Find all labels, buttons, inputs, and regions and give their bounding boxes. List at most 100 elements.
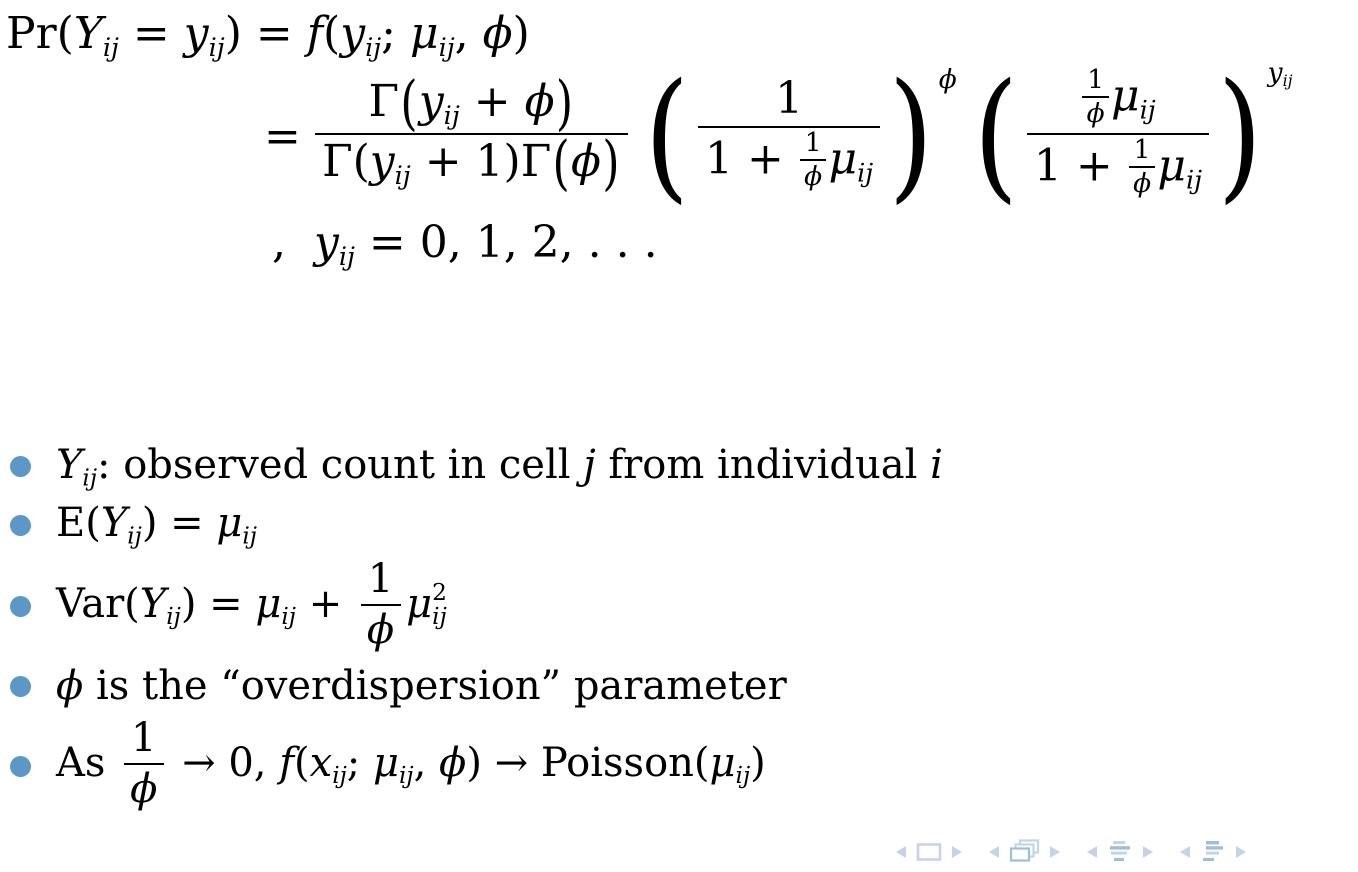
- prev-subsection-arrow-icon[interactable]: [1180, 845, 1190, 858]
- math-rm: ) → Poisson(: [466, 740, 710, 787]
- math-rm: Pr(: [6, 8, 74, 59]
- equation-line-3: , yij = 0, 1, 2, . . .: [272, 217, 1301, 272]
- list-item: ϕ is the “overdispersion” parameter: [10, 663, 943, 709]
- math-sub: ij: [443, 101, 460, 132]
- math-it: y: [313, 217, 339, 269]
- math-ss-sub: ij: [432, 603, 447, 631]
- math-sub: ij: [438, 33, 455, 64]
- math-it: μ: [709, 740, 736, 787]
- math-it: f: [306, 8, 324, 59]
- math-rm: E(: [56, 500, 101, 547]
- math-rm: ,: [272, 217, 314, 269]
- next-slide-arrow-icon[interactable]: [952, 845, 962, 858]
- nav-group-section: [1087, 840, 1153, 863]
- prev-section-arrow-icon[interactable]: [1087, 845, 1097, 858]
- math-sub: ij: [102, 33, 119, 64]
- math-den: 1 + 1 ϕ μij: [1026, 132, 1210, 201]
- math-rm: ): [512, 8, 530, 59]
- math-it: μ: [255, 580, 282, 627]
- math-bigp: (: [644, 54, 690, 218]
- slide-icon[interactable]: [916, 842, 942, 862]
- section-list-icon[interactable]: [1107, 840, 1133, 863]
- list-item: Yij: observed count in cell j from indiv…: [10, 442, 943, 491]
- math-rm: 1: [367, 555, 394, 602]
- math-bigp: ): [1217, 54, 1263, 218]
- math-frac: Γ(yij + ϕ) Γ(yij + 1)Γ(ϕ): [315, 70, 628, 197]
- math-it: μ: [373, 740, 399, 787]
- math-rm: ;: [381, 8, 410, 59]
- prev-frame-arrow-icon[interactable]: [989, 845, 999, 858]
- prev-slide-arrow-icon[interactable]: [896, 845, 906, 858]
- math-rm: (: [323, 8, 341, 59]
- math-it: Y: [100, 500, 128, 547]
- nav-group-frame: [989, 839, 1060, 864]
- next-subsection-arrow-icon[interactable]: [1236, 845, 1246, 858]
- math-it: j: [583, 442, 596, 488]
- bullet-text: E(Yij) = μij: [56, 500, 257, 549]
- math-bigp: ): [888, 54, 934, 218]
- math-den: ϕ: [123, 763, 164, 812]
- math-rm: : observed count in cell: [97, 442, 584, 488]
- math-sub: ij: [127, 522, 142, 550]
- math-psup: ϕ: [939, 65, 957, 96]
- math-rm: (: [294, 740, 310, 787]
- math-frac: 1 ϕ μij 1 + 1 ϕ μij: [1026, 65, 1210, 201]
- math-rm: =: [264, 110, 301, 162]
- bullet-text: Var(Yij) = μij + 1 ϕ μ 2 ij: [56, 555, 447, 655]
- bullet-icon: [10, 456, 31, 478]
- next-section-arrow-icon[interactable]: [1143, 845, 1153, 858]
- math-supsub: 2 ij: [432, 580, 447, 631]
- math-num: 1: [768, 74, 810, 125]
- math-bp: (: [400, 69, 418, 139]
- math-den: ϕ: [360, 603, 401, 653]
- math-it: ϕ: [1133, 168, 1152, 200]
- math-num: Γ(yij + ϕ): [361, 70, 581, 137]
- math-rm: ,: [454, 8, 483, 59]
- math-rm: Var(: [56, 580, 140, 627]
- math-bigp: (: [973, 54, 1019, 218]
- math-it: Y: [73, 8, 103, 59]
- math-rm: +: [459, 76, 525, 127]
- math-it: Y: [56, 442, 83, 488]
- frame-stack-icon[interactable]: [1009, 839, 1040, 864]
- math-it: μ: [1110, 70, 1140, 122]
- bullet-text: ϕ is the “overdispersion” parameter: [56, 663, 787, 709]
- beamer-navigation-bar: [896, 839, 1246, 864]
- math-it: y: [183, 8, 209, 59]
- nav-group-subsection: [1180, 840, 1246, 863]
- math-sub: ij: [82, 464, 98, 492]
- math-sub: ij: [365, 33, 382, 64]
- list-item: Var(Yij) = μij + 1 ϕ μ 2 ij: [10, 555, 943, 655]
- equation-line-1: Pr(Yij = yij) = f(yij; μij, ϕ): [6, 8, 1301, 63]
- math-it: x: [309, 740, 333, 787]
- equation-block: Pr(Yij = yij) = f(yij; μij, ϕ) = Γ(yij + …: [6, 8, 1301, 272]
- math-den: ϕ: [1128, 165, 1156, 200]
- math-rm: 1: [1133, 133, 1151, 165]
- math-rm: 1: [775, 73, 804, 125]
- nav-group-slide: [896, 842, 962, 862]
- bullet-text: Yij: observed count in cell j from indiv…: [56, 442, 943, 491]
- math-it: ϕ: [366, 606, 395, 653]
- math-rm: → 0,: [169, 740, 280, 787]
- math-it: ϕ: [482, 8, 513, 59]
- math-rm: Γ: [368, 76, 400, 127]
- subsection-list-icon[interactable]: [1200, 840, 1226, 863]
- math-it: ϕ: [56, 663, 84, 710]
- math-it: ϕ: [439, 740, 467, 787]
- math-it: y: [1267, 57, 1283, 89]
- next-frame-arrow-icon[interactable]: [1050, 845, 1060, 858]
- math-it: y: [418, 76, 444, 127]
- math-den: ϕ: [799, 158, 827, 192]
- math-rm: ) =: [141, 500, 217, 547]
- list-item: E(Yij) = μij: [10, 500, 943, 550]
- math-rm: ) =: [224, 8, 307, 59]
- math-it: Y: [139, 580, 167, 627]
- math-sub: ij: [338, 242, 355, 273]
